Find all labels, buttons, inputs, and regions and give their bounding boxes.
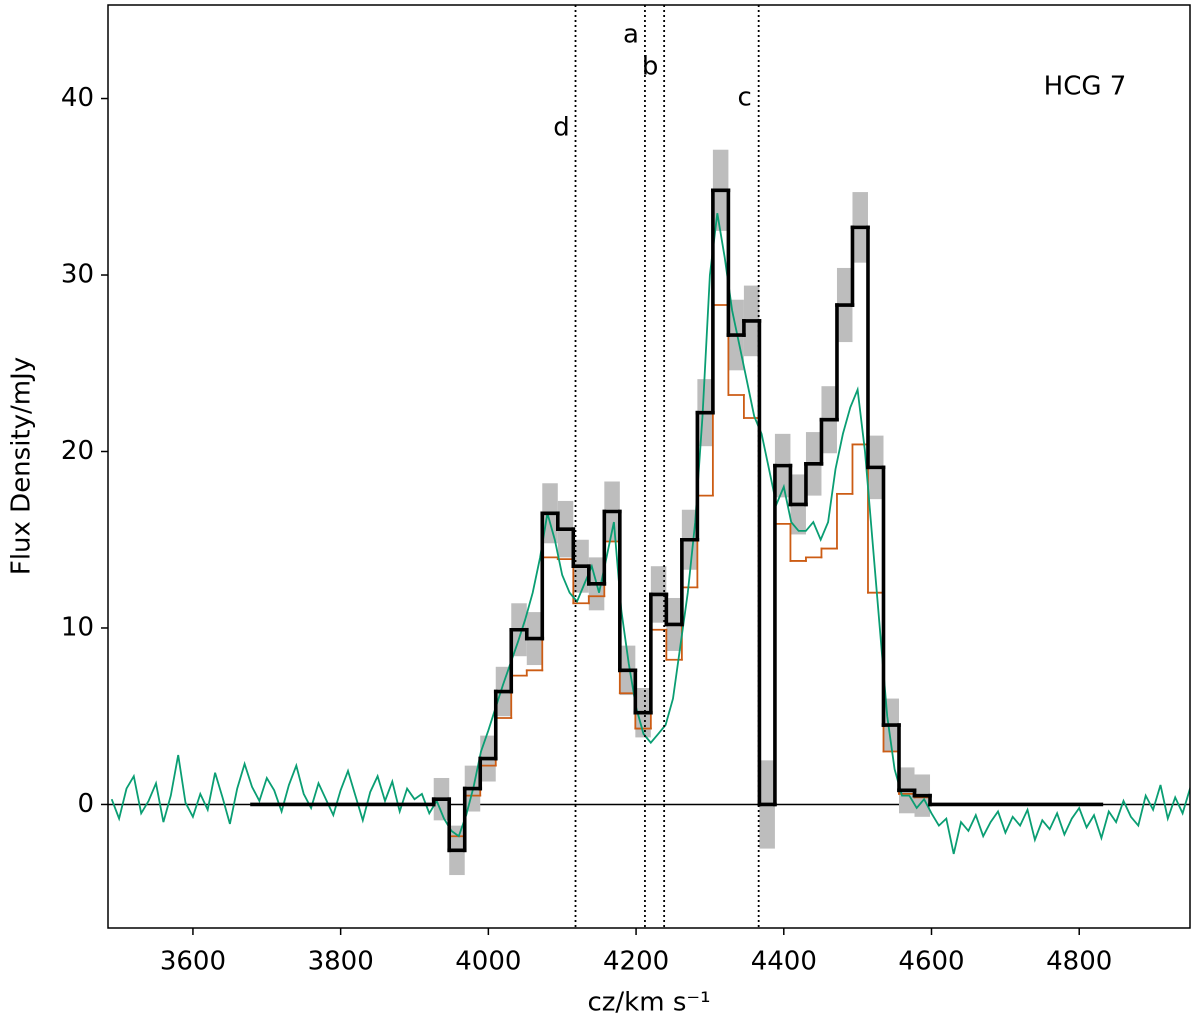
marker-label: a <box>623 20 639 50</box>
x-tick-label: 4800 <box>1046 947 1112 977</box>
plot-area <box>108 5 1190 928</box>
x-tick-label: 4200 <box>603 947 669 977</box>
marker-label: c <box>738 83 752 113</box>
y-tick-label: 10 <box>61 612 94 642</box>
y-axis-label: Flux Density/mJy <box>7 357 37 575</box>
plot-frame <box>107 4 1191 929</box>
x-tick-label: 4600 <box>898 947 964 977</box>
y-tick-label: 30 <box>61 260 94 290</box>
x-tick-label: 3600 <box>160 947 226 977</box>
annotation: HCG 7 <box>1044 72 1127 102</box>
x-axis-label: cz/km s⁻¹ <box>587 988 710 1018</box>
y-tick-label: 20 <box>61 436 94 466</box>
x-tick-label: 3800 <box>308 947 374 977</box>
y-tick-label: 40 <box>61 83 94 113</box>
x-tick-label: 4000 <box>455 947 521 977</box>
marker-label: b <box>642 52 659 82</box>
marker-label: d <box>553 113 570 143</box>
y-tick-label: 0 <box>77 789 94 819</box>
spectrum-line <box>110 213 1190 855</box>
x-tick-label: 4400 <box>751 947 817 977</box>
